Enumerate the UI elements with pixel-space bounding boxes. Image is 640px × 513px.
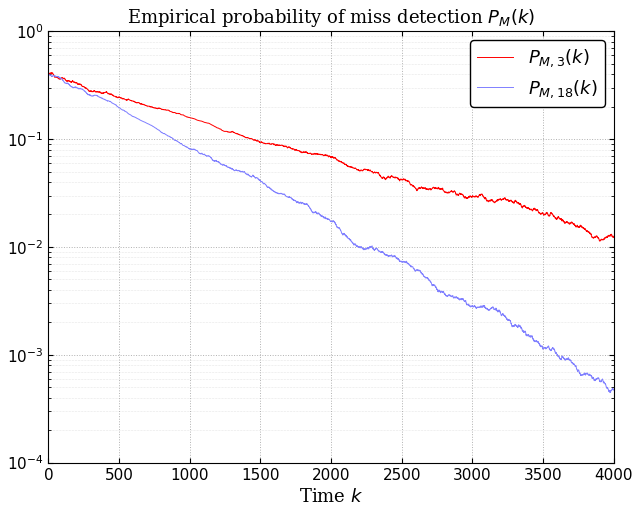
$P_{M,18}(k)$: [329, 218, 337, 224]
$P_{M,18}(k)$: [45, 71, 52, 77]
$P_{M,3}(k)$: [285, 144, 293, 150]
$P_{M,18}(k)$: [291, 198, 299, 204]
X-axis label: Time $k$: Time $k$: [299, 488, 364, 506]
Line: $P_{M,3}(k)$: $P_{M,3}(k)$: [49, 73, 614, 241]
$P_{M,3}(k)$: [45, 71, 52, 77]
Title: Empirical probability of miss detection $P_M(k)$: Empirical probability of miss detection …: [127, 7, 535, 29]
$P_{M,3}(k)$: [429, 184, 437, 190]
Line: $P_{M,18}(k)$: $P_{M,18}(k)$: [49, 74, 614, 392]
$P_{M,18}(k)$: [607, 389, 614, 396]
$P_{M,3}(k)$: [124, 96, 132, 102]
$P_{M,3}(k)$: [48, 70, 56, 76]
$P_{M,3}(k)$: [291, 147, 299, 153]
$P_{M,3}(k)$: [329, 154, 337, 160]
$P_{M,18}(k)$: [610, 387, 618, 393]
$P_{M,18}(k)$: [124, 110, 132, 116]
$P_{M,18}(k)$: [157, 129, 164, 135]
$P_{M,18}(k)$: [429, 282, 437, 288]
$P_{M,3}(k)$: [596, 238, 604, 244]
$P_{M,3}(k)$: [157, 106, 164, 112]
Legend: $P_{M,3}(k)$, $P_{M,18}(k)$: $P_{M,3}(k)$, $P_{M,18}(k)$: [470, 41, 605, 107]
$P_{M,18}(k)$: [285, 194, 293, 200]
$P_{M,3}(k)$: [610, 233, 618, 239]
